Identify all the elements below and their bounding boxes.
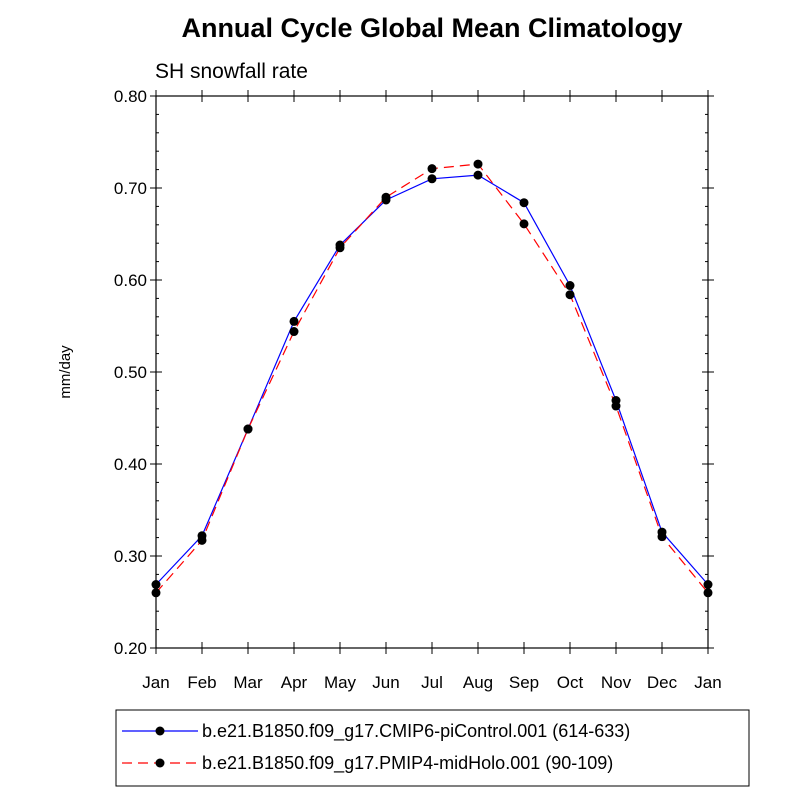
x-tick-label: Jul xyxy=(421,673,443,692)
y-axis-label: mm/day xyxy=(57,345,74,399)
x-tick-labels: Jan Feb Mar Apr May Jun Jul Aug Sep Oct Nov Dec Jan xyxy=(142,673,721,692)
x-tick-label: Feb xyxy=(187,673,216,692)
y-tick-label: 0.70 xyxy=(114,179,147,198)
series-2-point xyxy=(611,401,621,411)
series-2-point xyxy=(381,192,391,202)
legend-box xyxy=(115,709,750,787)
y-tick-labels: 0.20 0.30 0.40 0.50 0.60 0.70 0.80 xyxy=(114,87,147,658)
series-2-point xyxy=(565,290,575,300)
y-tick-label: 0.30 xyxy=(114,547,147,566)
series-layer xyxy=(151,159,713,598)
series-2-point xyxy=(289,327,299,337)
x-tick-label: Nov xyxy=(601,673,632,692)
series-1-point xyxy=(151,580,161,590)
x-tick-label: Dec xyxy=(647,673,678,692)
series-2-point xyxy=(657,532,667,542)
series-1-line xyxy=(155,174,709,585)
series-2-point xyxy=(427,164,437,174)
legend: b.e21.B1850.f09_g17.CMIP6-piControl.001 … xyxy=(115,709,750,787)
legend-label-series-1: b.e21.B1850.f09_g17.CMIP6-piControl.001 … xyxy=(202,721,630,742)
x-tick-label: Jun xyxy=(372,673,399,692)
series-2-line xyxy=(155,163,709,594)
series-2-point xyxy=(519,219,529,229)
y-tick-label: 0.50 xyxy=(114,363,147,382)
series-1-point xyxy=(565,281,575,291)
y-tick-label: 0.40 xyxy=(114,455,147,474)
series-1-point xyxy=(519,198,529,208)
series-1-point xyxy=(703,580,713,590)
y-tick-label: 0.80 xyxy=(114,87,147,106)
series-2-point xyxy=(473,159,483,169)
axis-ticks xyxy=(150,90,714,654)
y-tick-label: 0.60 xyxy=(114,271,147,290)
chart-subtitle: SH snowfall rate xyxy=(155,60,308,83)
x-tick-label: Jan xyxy=(694,673,721,692)
x-tick-label: May xyxy=(324,673,357,692)
x-tick-label: Jan xyxy=(142,673,169,692)
legend-marker-series-1 xyxy=(155,726,165,736)
chart-title: Annual Cycle Global Mean Climatology xyxy=(181,13,682,43)
series-2-point xyxy=(197,535,207,545)
x-tick-label: Oct xyxy=(557,673,584,692)
series-2-point xyxy=(703,588,713,598)
series-1-point xyxy=(427,174,437,184)
x-tick-label: Apr xyxy=(281,673,308,692)
x-tick-label: Sep xyxy=(509,673,539,692)
series-1-point xyxy=(473,170,483,180)
legend-marker-series-2 xyxy=(155,758,165,768)
y-tick-label: 0.20 xyxy=(114,639,147,658)
x-tick-label: Mar xyxy=(233,673,263,692)
series-2-point xyxy=(243,424,253,434)
x-tick-label: Aug xyxy=(463,673,493,692)
legend-label-series-2: b.e21.B1850.f09_g17.PMIP4-midHolo.001 (9… xyxy=(202,753,613,774)
series-2-point xyxy=(335,243,345,253)
series-1-point xyxy=(289,316,299,326)
series-2-point xyxy=(151,588,161,598)
